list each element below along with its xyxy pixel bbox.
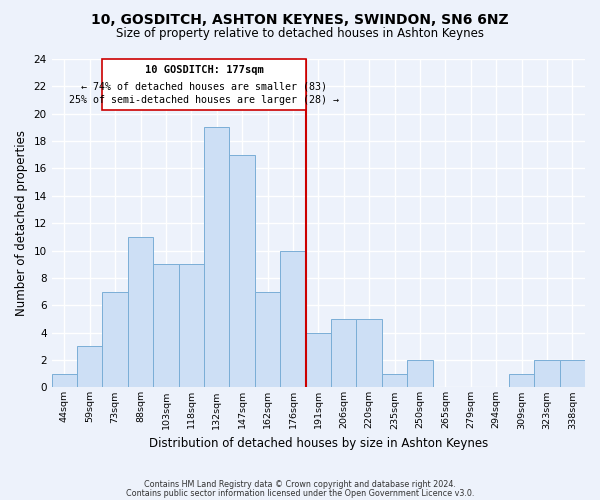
Text: Contains HM Land Registry data © Crown copyright and database right 2024.: Contains HM Land Registry data © Crown c… [144,480,456,489]
Bar [305,332,331,388]
Bar [280,250,305,388]
Text: 10, GOSDITCH, ASHTON KEYNES, SWINDON, SN6 6NZ: 10, GOSDITCH, ASHTON KEYNES, SWINDON, SN… [91,12,509,26]
Bar [128,237,153,388]
Bar [103,292,128,388]
Bar [407,360,433,388]
Bar [356,319,382,388]
X-axis label: Distribution of detached houses by size in Ashton Keynes: Distribution of detached houses by size … [149,437,488,450]
Text: ← 74% of detached houses are smaller (83): ← 74% of detached houses are smaller (83… [81,82,327,92]
Bar [204,128,229,388]
Bar [534,360,560,388]
Text: 10 GOSDITCH: 177sqm: 10 GOSDITCH: 177sqm [145,65,263,75]
Bar [153,264,179,388]
Bar [52,374,77,388]
Bar [560,360,585,388]
Bar [77,346,103,388]
Text: Contains public sector information licensed under the Open Government Licence v3: Contains public sector information licen… [126,488,474,498]
Bar [382,374,407,388]
Bar [509,374,534,388]
Text: 25% of semi-detached houses are larger (28) →: 25% of semi-detached houses are larger (… [69,95,339,105]
Text: Size of property relative to detached houses in Ashton Keynes: Size of property relative to detached ho… [116,28,484,40]
Bar [229,155,255,388]
Y-axis label: Number of detached properties: Number of detached properties [15,130,28,316]
Bar [331,319,356,388]
Bar [255,292,280,388]
FancyBboxPatch shape [103,59,305,110]
Bar [179,264,204,388]
